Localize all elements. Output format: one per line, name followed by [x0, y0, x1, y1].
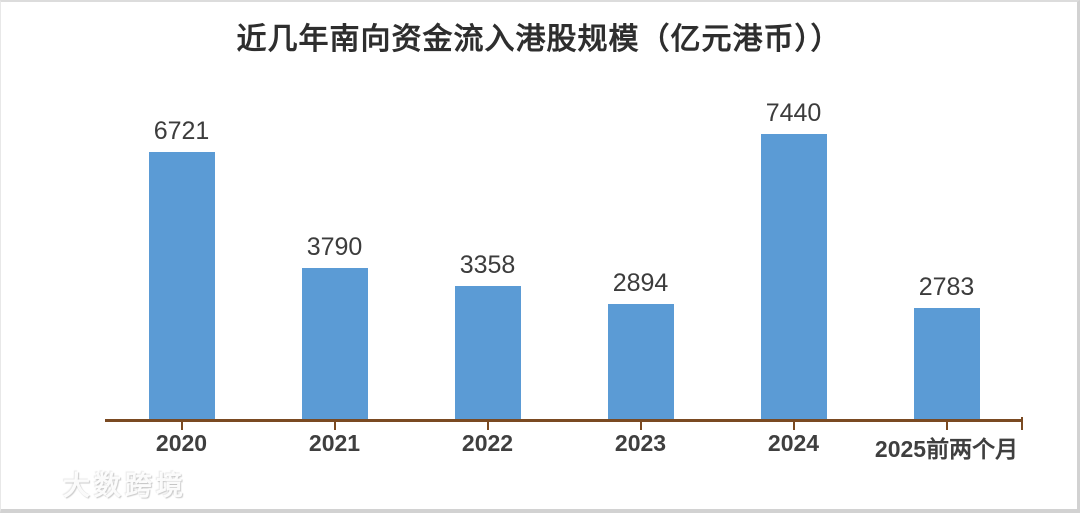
- x-axis-tick: [180, 419, 183, 430]
- watermark-text: 大数跨境: [63, 471, 187, 501]
- x-axis-tick: [945, 419, 948, 430]
- x-axis-tick: [486, 419, 489, 430]
- bar-column: 3358: [411, 101, 564, 430]
- bar-value-label: 6721: [153, 116, 210, 145]
- bar: [301, 268, 368, 419]
- bar-value-label: 2783: [918, 273, 975, 302]
- bar-column: 7440: [717, 99, 870, 430]
- x-axis-tick: [792, 419, 795, 430]
- chart-title: 近几年南向资金流入港股规模（亿元港币））: [236, 23, 842, 56]
- x-axis-labels: 2020 2021 2022 2023 2024 2025前两个月: [105, 430, 1023, 464]
- x-axis-tick-label: 2022: [461, 430, 514, 456]
- bar-value-label: 3358: [459, 250, 516, 279]
- bar-value-label: 2894: [612, 269, 669, 297]
- bars-container: 6721 3790 3358 2894 7440 2783: [105, 99, 1023, 430]
- x-axis-tick-label: 2024: [767, 430, 820, 456]
- dashukuajing-logo-icon: [13, 470, 53, 496]
- bar: [760, 134, 827, 419]
- bar-column: 2783: [870, 101, 1023, 430]
- bar-column: 3790: [258, 101, 411, 430]
- bar: [148, 151, 215, 419]
- plot-area: 6721 3790 3358 2894 7440 2783: [105, 99, 1023, 430]
- x-axis-tick-label: 2021: [308, 430, 361, 456]
- bar-column: 6721: [105, 101, 258, 430]
- x-axis-tick: [333, 419, 336, 430]
- x-axis-end-tick: [1021, 417, 1023, 430]
- bar-column: 2894: [564, 101, 717, 430]
- bar-value-label: 7440: [765, 99, 822, 127]
- x-axis-tick: [639, 419, 642, 430]
- x-axis-tick-label: 2020: [155, 430, 208, 456]
- x-axis-tick-label: 2023: [614, 430, 667, 456]
- watermark: 大数跨境: [11, 464, 187, 503]
- bar: [454, 285, 521, 419]
- bar-value-label: 3790: [306, 233, 363, 262]
- bar: [913, 308, 980, 419]
- x-axis-line: [105, 419, 1023, 422]
- bar: [607, 304, 674, 419]
- x-axis-tick-label: 2025前两个月: [874, 436, 1019, 462]
